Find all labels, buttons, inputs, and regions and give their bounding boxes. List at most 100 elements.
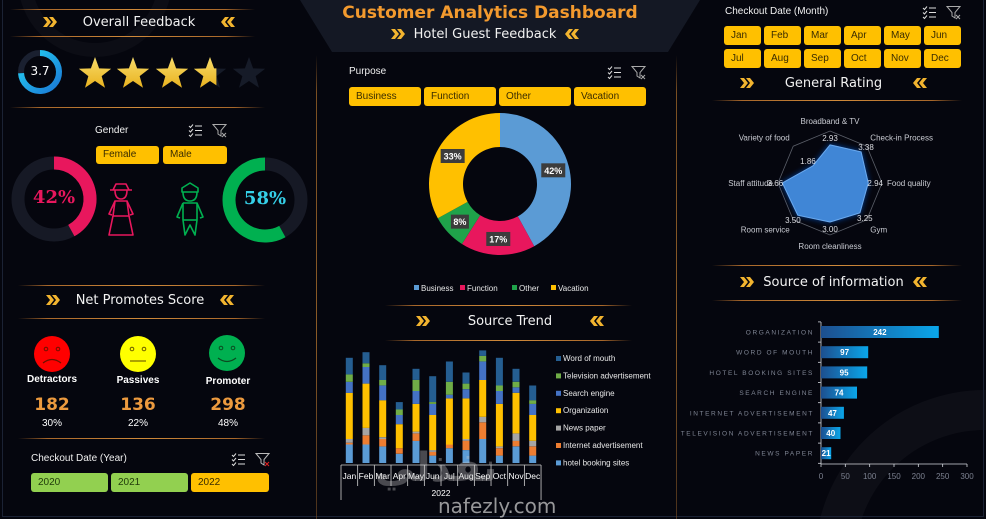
bar-segment-hotel-booking-sites: [445, 448, 453, 463]
x-tick-label: Feb: [359, 471, 374, 481]
bar-segment-hotel-booking-sites: [362, 444, 370, 463]
bar-segment-television-advertisement: [429, 402, 437, 404]
bar-segment-television-advertisement: [379, 379, 387, 386]
month-option[interactable]: May: [884, 26, 921, 45]
legend-label: Other: [519, 284, 539, 293]
bar-segment-news-paper: [462, 439, 470, 441]
purpose-option-other[interactable]: Other: [499, 87, 571, 106]
x-tick-label: Jul: [444, 471, 455, 481]
bar-segment-organization: [512, 392, 520, 434]
bar-segment-hotel-booking-sites: [529, 455, 537, 463]
star-rating: [78, 57, 266, 88]
multi-select-icon[interactable]: [607, 65, 622, 80]
radar-axis-label: Food quality: [887, 179, 931, 188]
radar-area: [781, 144, 869, 223]
clear-filter-icon[interactable]: [255, 452, 270, 467]
legend-label: Word of mouth: [563, 354, 615, 363]
legend-label: Internet advertisement: [563, 441, 643, 450]
month-option[interactable]: Apr: [844, 26, 881, 45]
x-tick-label: 200: [912, 472, 926, 481]
male-percentage: 58%: [243, 188, 287, 209]
female-percentage: 42%: [32, 187, 76, 208]
bar-segment-internet-advertisement: [429, 451, 437, 456]
month-option[interactable]: Oct: [844, 49, 881, 68]
divider: [18, 318, 265, 319]
x-tick-label: Aug: [458, 471, 473, 481]
month-option[interactable]: Jun: [924, 26, 961, 45]
legend-swatch: [512, 285, 517, 290]
bar: [821, 406, 844, 419]
year-option-2021[interactable]: 2021: [111, 473, 188, 492]
happy-face-icon: [209, 335, 245, 371]
month-option[interactable]: Mar: [804, 26, 841, 45]
star-icon: [116, 57, 150, 88]
purpose-multi-select-button[interactable]: [607, 65, 622, 80]
source-trend-chart: Jan Feb Mar Apr May Jun Jul Aug Sep Oct Nov Dec 2022: [340, 350, 542, 500]
legend-swatch: [556, 425, 561, 431]
clear-filter-icon[interactable]: [631, 65, 646, 80]
bar-segment-television-advertisement: [345, 374, 353, 382]
general-rating-header: General Rating: [740, 74, 927, 92]
month-clear-filter-button[interactable]: [946, 5, 961, 20]
month-option[interactable]: Feb: [764, 26, 801, 45]
legend-label: Organization: [563, 406, 608, 415]
month-option[interactable]: Nov: [884, 49, 921, 68]
bar-segment-word-of-mouth: [479, 350, 487, 356]
legend-label: Business: [421, 284, 453, 293]
purpose-option-vacation[interactable]: Vacation: [574, 87, 646, 106]
rating-value: 3.7: [30, 64, 50, 78]
month-option[interactable]: Aug: [764, 49, 801, 68]
purpose-option-business[interactable]: Business: [349, 87, 421, 106]
bar-segment-television-advertisement: [529, 400, 537, 404]
bar-segment-organization: [529, 415, 537, 441]
multi-select-icon[interactable]: [231, 452, 246, 467]
bar-segment-word-of-mouth: [529, 385, 537, 401]
star-fill: [79, 57, 111, 88]
star-icon: [78, 57, 112, 88]
clear-filter-icon[interactable]: [212, 123, 227, 138]
gender-multi-select-button[interactable]: [188, 123, 203, 138]
year-multi-select-button[interactable]: [231, 452, 246, 467]
month-option[interactable]: Jan: [724, 26, 761, 45]
bar-segment-internet-advertisement: [395, 448, 403, 454]
x-tick-label: Dec: [525, 471, 541, 481]
bar-segment-word-of-mouth: [512, 368, 520, 382]
month-option[interactable]: Dec: [924, 49, 961, 68]
bar-segment-news-paper: [495, 446, 503, 449]
multi-select-icon[interactable]: [922, 5, 937, 20]
bar-segment-internet-advertisement: [362, 435, 370, 445]
year-option-2022[interactable]: 2022: [191, 473, 269, 492]
double-chevron-right-icon: [740, 78, 754, 88]
data-label-box: [440, 149, 465, 164]
rating-ring: [18, 50, 62, 94]
gender-option-female[interactable]: Female: [96, 146, 159, 164]
gender-clear-filter-button[interactable]: [212, 123, 227, 138]
x-tick-label: Apr: [393, 471, 406, 481]
gender-option-male[interactable]: Male: [163, 146, 227, 164]
radar-axis-label: Staff attitude: [728, 179, 773, 188]
bar-segment-organization: [345, 392, 353, 439]
bar-value-label: 40: [826, 429, 835, 438]
clear-filter-icon[interactable]: [946, 5, 961, 20]
year-clear-filter-button[interactable]: [255, 452, 270, 467]
divider: [10, 107, 265, 108]
donut-slice-vacation: [429, 112, 500, 219]
bar: [821, 346, 869, 359]
month-option[interactable]: Sep: [804, 49, 841, 68]
bar-segment-word-of-mouth: [462, 372, 470, 384]
bar-segment-internet-advertisement: [479, 422, 487, 439]
radar-axis-label: Broadband & TV: [800, 117, 860, 126]
year-option-2020[interactable]: 2020: [31, 473, 108, 492]
legend-swatch: [460, 285, 465, 290]
purpose-clear-filter-button[interactable]: [631, 65, 646, 80]
purpose-option-function[interactable]: Function: [424, 87, 496, 106]
legend-swatch: [414, 285, 419, 290]
month-option[interactable]: Jul: [724, 49, 761, 68]
multi-select-icon[interactable]: [188, 123, 203, 138]
bar-value-label: 95: [840, 368, 849, 377]
month-multi-select-button[interactable]: [922, 5, 937, 20]
bar: [821, 366, 868, 379]
nps-detractors-count: 182: [34, 395, 70, 415]
nps-passives-count: 136: [120, 395, 156, 415]
